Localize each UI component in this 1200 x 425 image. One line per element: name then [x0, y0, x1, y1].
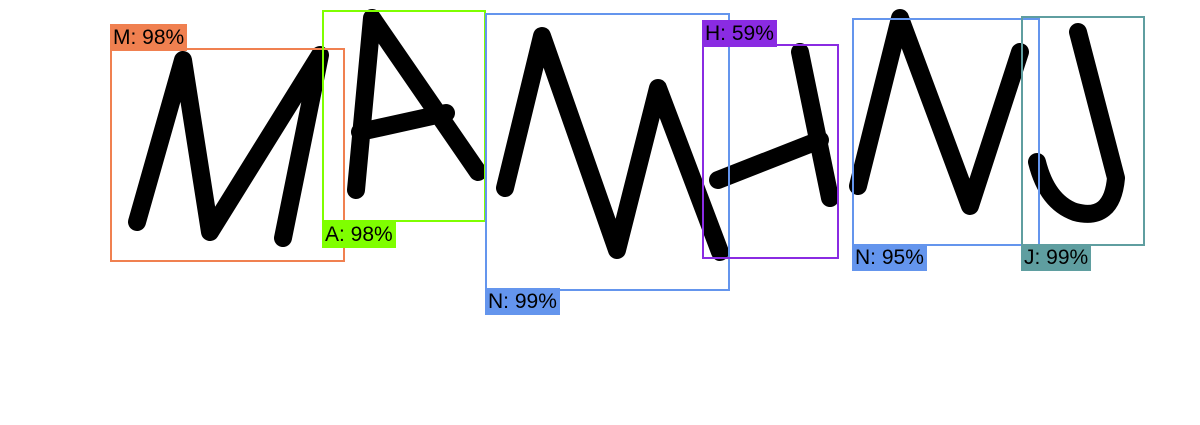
bbox-n-1[interactable] [485, 13, 730, 291]
label-j: J: 99% [1021, 244, 1092, 271]
glyph-n-1 [496, 27, 729, 261]
label-n-2: N: 95% [852, 244, 927, 271]
label-m: M: 98% [110, 24, 188, 51]
bbox-m[interactable] [110, 48, 345, 262]
glyph-j [1028, 23, 1125, 223]
glyph-h [709, 43, 839, 207]
bbox-n-2[interactable] [852, 18, 1040, 246]
bbox-j[interactable] [1021, 16, 1145, 246]
label-n-1: N: 99% [485, 288, 560, 315]
glyph-a [347, 9, 487, 199]
bbox-h[interactable] [702, 44, 839, 259]
label-a: A: 98% [322, 221, 396, 248]
glyph-m [128, 46, 329, 247]
glyph-n-2 [849, 9, 1029, 215]
label-h: H: 59% [702, 20, 777, 47]
bbox-a[interactable] [322, 10, 486, 222]
